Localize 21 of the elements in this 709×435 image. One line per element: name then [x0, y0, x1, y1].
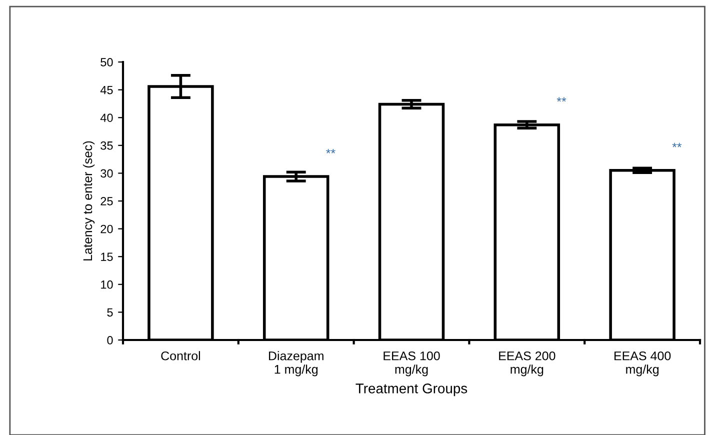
y-axis-title: Latency to enter (sec): [82, 141, 95, 260]
x-tick-label: Control: [161, 351, 200, 360]
x-tick-label: Diazepam 1 mg/kg: [268, 351, 324, 376]
y-tick-label: 35: [100, 141, 113, 150]
data-label: **: [556, 97, 566, 102]
y-tick-label: 30: [100, 169, 113, 178]
y-tick-label: 15: [101, 252, 113, 261]
x-tick-label: EEAS 100 mg/kg: [384, 351, 440, 376]
y-tick-label: 10: [101, 280, 113, 289]
y-tick-label: 5: [107, 308, 113, 317]
y-tick-label: 20: [100, 224, 113, 234]
y-tick-label: 0: [107, 336, 113, 344]
y-tick-label: 50: [100, 58, 113, 66]
data-label: **: [672, 142, 682, 148]
y-tick-label: 40: [100, 114, 113, 122]
x-axis-title: Treatment Groups: [356, 384, 468, 396]
y-tick-label: 45: [100, 86, 113, 94]
x-tick-label: EEAS 400 mg/kg: [614, 351, 671, 376]
x-tick-label: EEAS 200 mg/kg: [499, 351, 556, 376]
y-tick-label: 25: [100, 197, 113, 206]
data-label: **: [326, 148, 336, 154]
